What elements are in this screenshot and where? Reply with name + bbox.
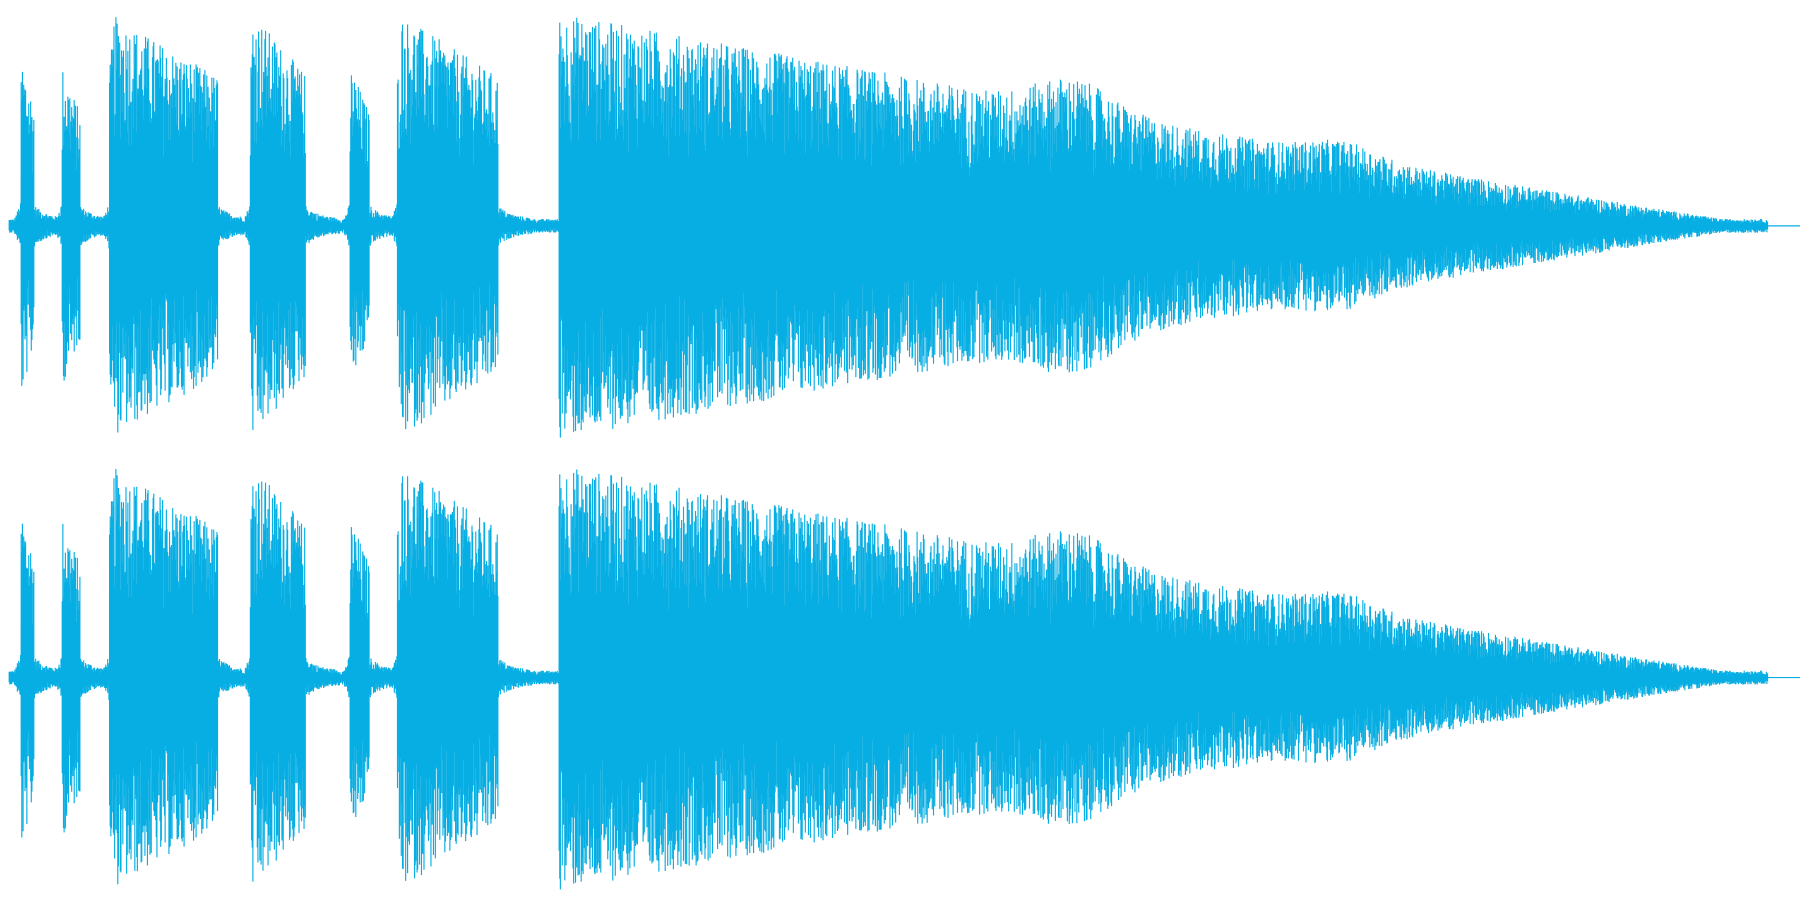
- waveform-channel: [8, 17, 1769, 438]
- waveform-channel: [8, 469, 1769, 890]
